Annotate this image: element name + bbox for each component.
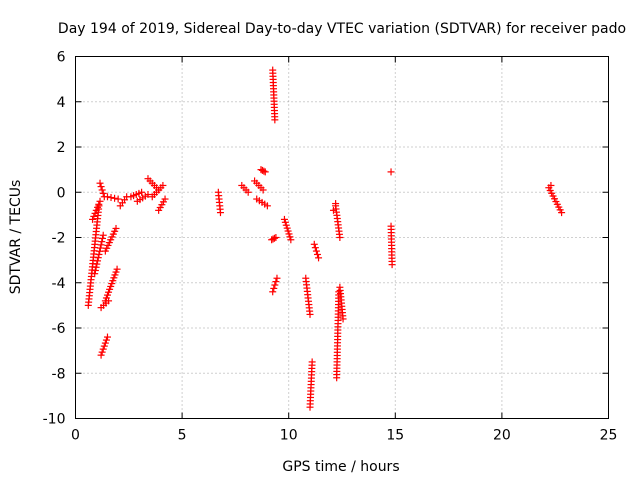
- data-point: [99, 234, 107, 242]
- data-point: [103, 193, 111, 201]
- x-tick-label: 5: [178, 428, 187, 444]
- data-point: [272, 278, 280, 286]
- x-tick-label: 20: [493, 428, 511, 444]
- data-point: [101, 339, 109, 347]
- data-point: [287, 236, 295, 244]
- data-point: [92, 263, 100, 271]
- data-point: [94, 203, 102, 211]
- data-point: [95, 250, 103, 258]
- y-tick-label: -4: [52, 276, 66, 292]
- data-point: [92, 206, 100, 214]
- data-point: [271, 281, 279, 289]
- y-tick-label: 2: [57, 140, 66, 156]
- data-point: [98, 238, 106, 246]
- data-point: [99, 231, 107, 239]
- y-axis-title: SDTVAR / TECUs: [8, 180, 24, 295]
- data-point: [144, 191, 152, 199]
- data-point: [97, 183, 105, 191]
- data-point: [94, 254, 102, 262]
- data-point: [91, 209, 99, 217]
- data-point: [95, 200, 103, 208]
- data-point: [94, 257, 102, 265]
- data-point: [558, 209, 566, 217]
- y-tick-label: -2: [52, 231, 66, 247]
- data-point: [112, 224, 120, 232]
- chart-title: Day 194 of 2019, Sidereal Day-to-day VTE…: [58, 21, 626, 37]
- data-point: [96, 179, 104, 187]
- y-tick-label: 6: [57, 50, 66, 66]
- tick-layer: 0 5 10 15 20 25 -10 -8 -6 -4 -2 0 2 4 6: [43, 50, 618, 444]
- data-point: [339, 315, 347, 323]
- data-point: [90, 212, 98, 220]
- y-tick-label: 0: [57, 185, 66, 201]
- x-tick-label: 25: [600, 428, 618, 444]
- data-point: [138, 188, 146, 196]
- data-point: [272, 234, 280, 241]
- data-point: [313, 250, 321, 258]
- data-point: [306, 310, 314, 318]
- data-point: [332, 200, 340, 208]
- data-point: [102, 336, 110, 344]
- data-point: [261, 168, 269, 176]
- data-point: [103, 333, 111, 341]
- data-layer: [84, 66, 566, 411]
- data-point: [216, 209, 224, 217]
- x-tick-label: 15: [386, 428, 404, 444]
- data-point: [91, 270, 99, 278]
- data-point: [387, 168, 395, 176]
- data-point: [97, 241, 105, 249]
- data-point: [107, 194, 115, 202]
- data-point: [270, 284, 278, 292]
- data-point: [269, 288, 277, 296]
- data-point: [315, 254, 323, 262]
- data-point: [93, 260, 101, 268]
- data-point: [99, 189, 107, 197]
- data-point: [259, 186, 267, 194]
- x-tick-label: 0: [71, 428, 80, 444]
- data-point: [99, 345, 107, 353]
- data-point: [263, 202, 271, 210]
- data-point: [96, 244, 104, 252]
- data-point: [114, 195, 122, 203]
- data-point: [329, 206, 337, 214]
- data-point: [98, 186, 106, 194]
- data-point: [336, 234, 344, 241]
- data-point: [89, 215, 97, 223]
- data-point: [547, 181, 555, 189]
- data-point: [97, 351, 105, 359]
- data-point: [270, 234, 278, 242]
- data-point: [311, 244, 319, 252]
- x-tick-label: 10: [280, 428, 298, 444]
- y-tick-label: -8: [52, 366, 66, 382]
- data-point: [113, 265, 121, 273]
- data-point: [161, 195, 169, 203]
- data-point: [260, 167, 268, 175]
- data-point: [244, 188, 252, 196]
- data-point: [98, 348, 106, 356]
- data-point: [159, 181, 167, 189]
- data-point: [271, 116, 279, 124]
- grid-layer: [75, 56, 609, 419]
- data-point: [273, 274, 281, 282]
- data-point: [111, 194, 119, 202]
- data-point: [91, 266, 99, 274]
- x-axis-title: GPS time / hours: [282, 459, 399, 475]
- y-tick-label: -10: [43, 412, 66, 428]
- data-point: [96, 197, 104, 205]
- data-point: [312, 247, 320, 255]
- y-tick-label: -6: [52, 321, 66, 337]
- data-point: [308, 358, 316, 366]
- y-tick-label: 4: [57, 95, 66, 111]
- data-point: [388, 261, 396, 269]
- data-point: [310, 240, 318, 248]
- data-point: [100, 342, 108, 350]
